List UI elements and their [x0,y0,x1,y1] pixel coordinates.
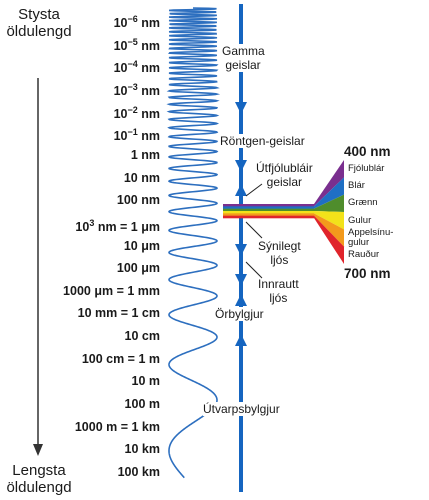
uv-leader-line [245,183,263,197]
color-label-line1: Rauður [348,249,380,261]
region-boundary-arrow [235,160,247,172]
spectrum-fan-segment [314,177,344,209]
shortest-wavelength-line1: Stysta [18,6,60,23]
color-label-line1: Blár [348,180,365,191]
visible-band-stripe [223,211,314,214]
wavelength-tick-label: 10 m [131,374,161,389]
color-label: Gulur [348,214,372,226]
wavelength-tick-label: 10−3 nm [113,81,160,99]
visible-light-label: Sýnilegt ljós [258,239,301,267]
infrared-line1: Innrautt [258,277,299,291]
wavelength-tick-label: 10−6 nm [113,14,160,31]
spectrum-fan-segment [314,215,344,264]
ultraviolet-label: Útfjólubláir geislar [256,161,313,189]
wavelength-tick-label: 10−2 nm [113,104,160,121]
infrared-label: Innrautt ljós [258,277,299,305]
wavelength-tick-label: 1 nm [130,147,160,162]
spectrum-fan-segment [314,213,344,247]
wavelength-scale: 10−6 nm 10−5 nm 10−4 nm 10−3 nm 10−2 nm 10−1 … [0,0,160,500]
visible-line1: Sýnilegt [258,239,301,253]
color-label-line1: Appelsínu- [348,227,394,238]
color-label-line1: Grænn [348,197,378,209]
microwave-text: Örbylgjur [215,307,264,321]
wavelength-tick-label: 100 m [124,397,160,412]
region-boundary-arrow [235,274,247,286]
wavelength-400nm-label: 400 nm [344,144,391,159]
wavelength-tick-label: 10−1 nm [113,127,160,144]
gamma-rays-label: Gamma geislar [222,44,265,72]
wavelength-tick-label: 10 μm [123,238,160,253]
gamma-line1: Gamma [222,44,265,58]
spectrum-fan-segment [314,160,344,207]
xray-label: Röntgen-geislar [220,134,305,148]
wavelength-tick-label: 100 nm [116,193,160,208]
region-boundary-arrow [235,102,247,114]
radio-text: Útvarpsbylgjur [203,402,280,416]
spectrum-fan-segment [314,194,344,212]
color-label: Fjólublár [348,162,385,174]
shortest-wavelength-line2: öldulengd [6,23,72,40]
visible-leader-line [245,221,263,239]
wavelength-tick-label: 10−5 nm [113,36,160,53]
visible-band-stripe [223,206,314,209]
visible-light-band [223,204,314,219]
wavelength-tick-label: 10 nm [123,170,160,185]
visible-band-stripe [223,213,314,216]
xray-text: Röntgen-geislar [220,134,305,148]
visible-band-stripe [223,204,314,207]
wavelength-tick-label: 1000 μm = 1 mm [63,283,160,298]
color-label: Grænn [348,198,378,208]
visible-band-stripe [223,215,314,219]
region-boundary-arrow [235,244,247,256]
wavelength-tick-label: 10 km [124,442,160,457]
region-boundary-arrow [235,294,247,306]
visible-spectrum-fan [314,160,344,264]
wave-curve [166,7,221,479]
infrared-line2: ljós [269,291,288,305]
visible-line2: ljós [270,253,289,267]
region-boundary-arrow [235,184,247,196]
wavelength-tick-label: 10 cm [124,329,160,344]
color-label-line2: gulur [348,237,370,248]
gamma-line2: geislar [225,58,261,72]
wavelength-700nm-label: 700 nm [344,266,391,281]
region-boundary-arrow [235,334,247,346]
wavelength-tick-label: 100 cm = 1 m [81,351,160,366]
infrared-leader-line [245,261,263,279]
wavelength-tick-label: 10−4 nm [113,59,160,76]
longest-wavelength-line1: Lengsta [12,462,66,479]
wavelength-tick-label: 100 km [117,465,160,479]
color-label: Rauður [348,250,379,260]
radio-waves-label: Útvarpsbylgjur [203,402,280,416]
microwave-label: Örbylgjur [215,307,264,321]
visible-band-stripe [223,208,314,212]
spectrum-fan-segment [314,211,344,230]
wavelength-tick-label: 103 nm = 1 μm [75,217,160,234]
color-label-line1: Fjólublár [348,162,385,174]
wavelength-tick-label: 100 μm [116,261,160,276]
wavelength-tick-label: 1000 m = 1 km [74,419,160,434]
wavelength-direction-arrowhead [33,444,43,456]
color-label-line1: Gulur [348,214,372,226]
color-label: Blár [348,181,365,191]
shortest-wavelength-label: Stysta öldulengd [2,6,76,40]
wavelength-tick-label: 10 mm = 1 cm [77,306,160,321]
color-label: Appelsínu-gulur [348,228,393,248]
uv-line1: Útfjólubláir [256,161,313,175]
longest-wavelength-line2: öldulengd [6,479,72,496]
uv-line2: geislar [266,175,303,189]
longest-wavelength-label: Lengsta öldulengd [2,462,76,496]
